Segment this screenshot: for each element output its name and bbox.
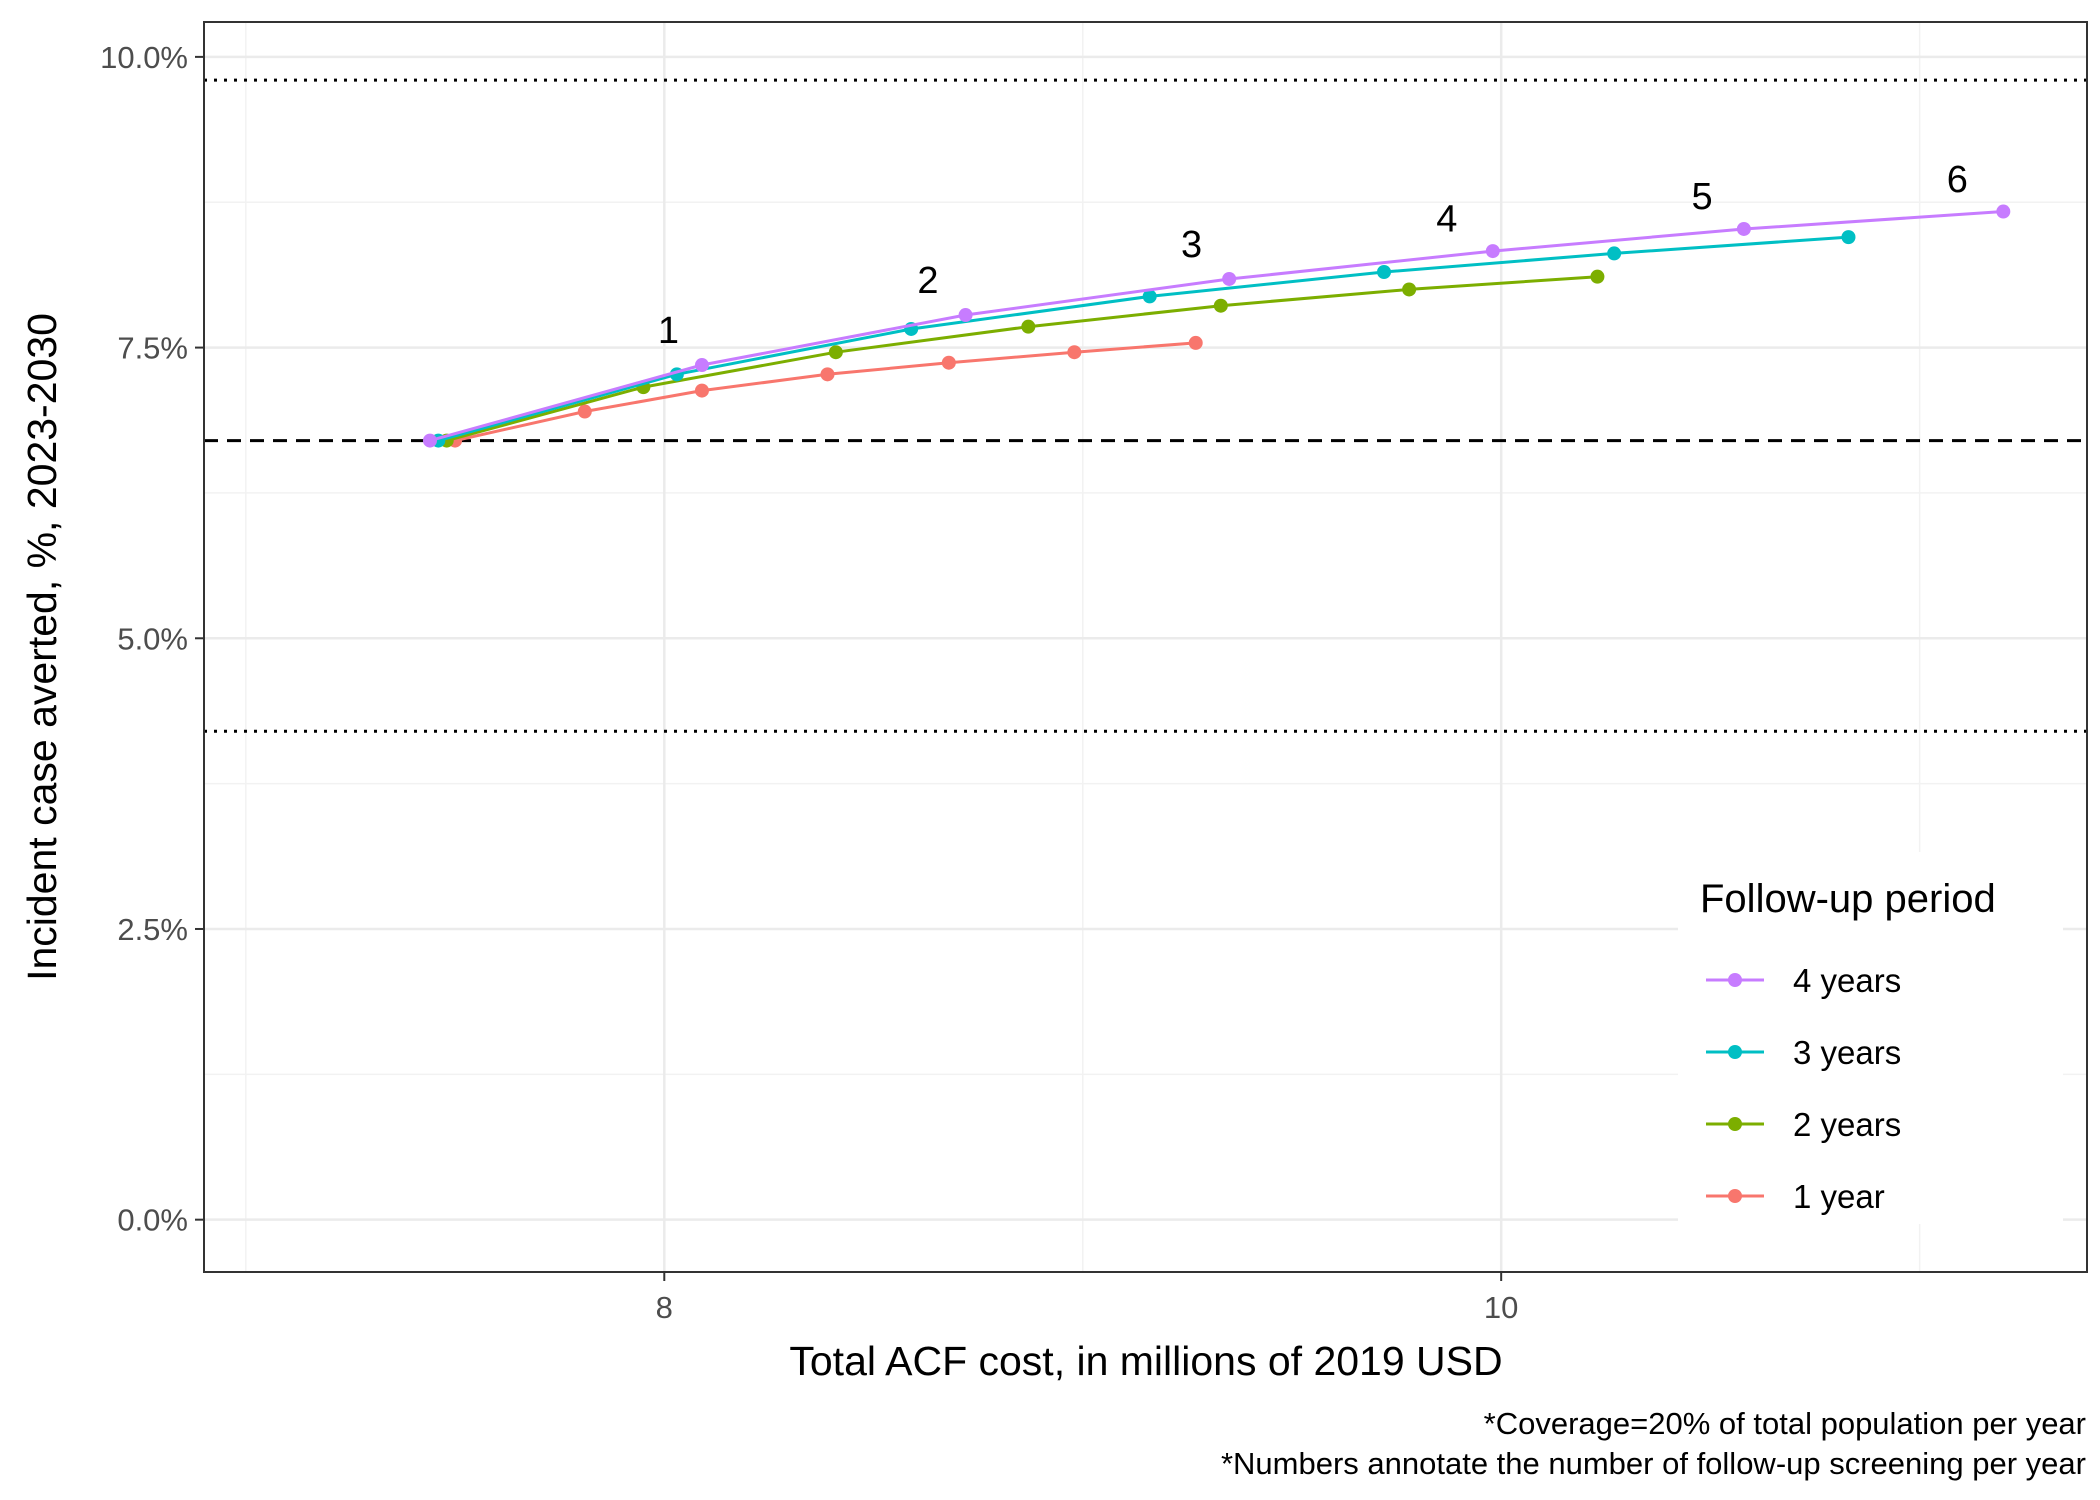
data-point-4-years <box>422 433 437 448</box>
data-point-4-years <box>1485 244 1500 259</box>
data-point-2-years <box>1021 319 1036 334</box>
data-point-1-year <box>941 355 956 370</box>
legend-key-point <box>1728 1189 1742 1203</box>
data-point-1-year <box>577 404 592 419</box>
legend-item: 3 years <box>1706 1034 1901 1071</box>
data-point-4-years <box>1736 221 1751 236</box>
legend-key-point <box>1728 973 1742 987</box>
data-point-3-years <box>1841 230 1856 245</box>
annotation-label: 2 <box>917 260 938 302</box>
caption-numbers-note: *Numbers annotate the number of follow-u… <box>1221 1446 2086 1481</box>
point-annotations: 1 2 3 4 5 6 <box>658 159 1968 352</box>
x-tick-label: 8 <box>656 1290 673 1325</box>
panel-border <box>203 21 2088 1273</box>
data-point-4-years <box>1222 271 1237 286</box>
data-point-3-years <box>1377 265 1392 279</box>
data-point-1-year <box>1188 335 1203 350</box>
legend-key-point <box>1728 1117 1742 1131</box>
series-2-years <box>439 269 1605 448</box>
legend-item: 1 year <box>1706 1178 1885 1215</box>
legend-label: 2 years <box>1793 1106 1901 1143</box>
y-axis-title: Incident case averted, %, 2023-2030 <box>19 313 65 981</box>
axes: 8 10 0.0% 2.5% 5.0% 7.5% 10.0% <box>100 40 1518 1325</box>
data-point-1-year <box>694 383 709 398</box>
series-group <box>422 204 2011 448</box>
legend-key-point <box>1728 1045 1742 1059</box>
annotation-label: 1 <box>658 310 679 352</box>
legend-item: 2 years <box>1706 1106 1901 1143</box>
y-tick-label: 0.0% <box>117 1203 188 1238</box>
data-point-4-years <box>1996 204 2011 219</box>
y-tick-label: 2.5% <box>117 912 188 947</box>
legend-background <box>1678 852 2063 1224</box>
data-point-2-years <box>828 345 843 360</box>
y-tick-label: 10.0% <box>100 40 188 75</box>
annotation-label: 3 <box>1181 224 1202 266</box>
data-point-3-years <box>1607 246 1622 261</box>
annotation-label: 5 <box>1691 176 1712 218</box>
data-point-3-years <box>1142 289 1157 304</box>
data-point-4-years <box>694 358 709 373</box>
legend-items: 4 years 3 years 2 years 1 year <box>1706 962 1901 1215</box>
x-tick-label: 10 <box>1484 1290 1518 1325</box>
legend-item: 4 years <box>1706 962 1901 999</box>
series-4-years <box>422 204 2011 448</box>
data-point-2-years <box>1402 282 1417 297</box>
x-axis-title: Total ACF cost, in millions of 2019 USD <box>789 1338 1502 1384</box>
data-point-1-year <box>1067 345 1082 360</box>
legend: Follow-up period 4 years 3 years 2 years 1 … <box>1678 852 2063 1224</box>
legend-label: 4 years <box>1793 962 1901 999</box>
data-point-2-years <box>1213 298 1228 313</box>
series-1-year <box>448 335 1203 448</box>
y-tick-label: 5.0% <box>117 621 188 656</box>
annotation-label: 4 <box>1436 198 1457 240</box>
caption-coverage: *Coverage=20% of total population per ye… <box>1484 1406 2086 1441</box>
y-tick-label: 7.5% <box>117 331 188 366</box>
reference-lines <box>204 78 2087 733</box>
annotation-label: 6 <box>1947 159 1968 201</box>
legend-label: 1 year <box>1793 1178 1885 1215</box>
data-point-2-years <box>1590 269 1605 284</box>
data-point-1-year <box>820 367 835 382</box>
legend-label: 3 years <box>1793 1034 1901 1071</box>
legend-title: Follow-up period <box>1700 877 1996 921</box>
data-point-4-years <box>958 308 973 323</box>
